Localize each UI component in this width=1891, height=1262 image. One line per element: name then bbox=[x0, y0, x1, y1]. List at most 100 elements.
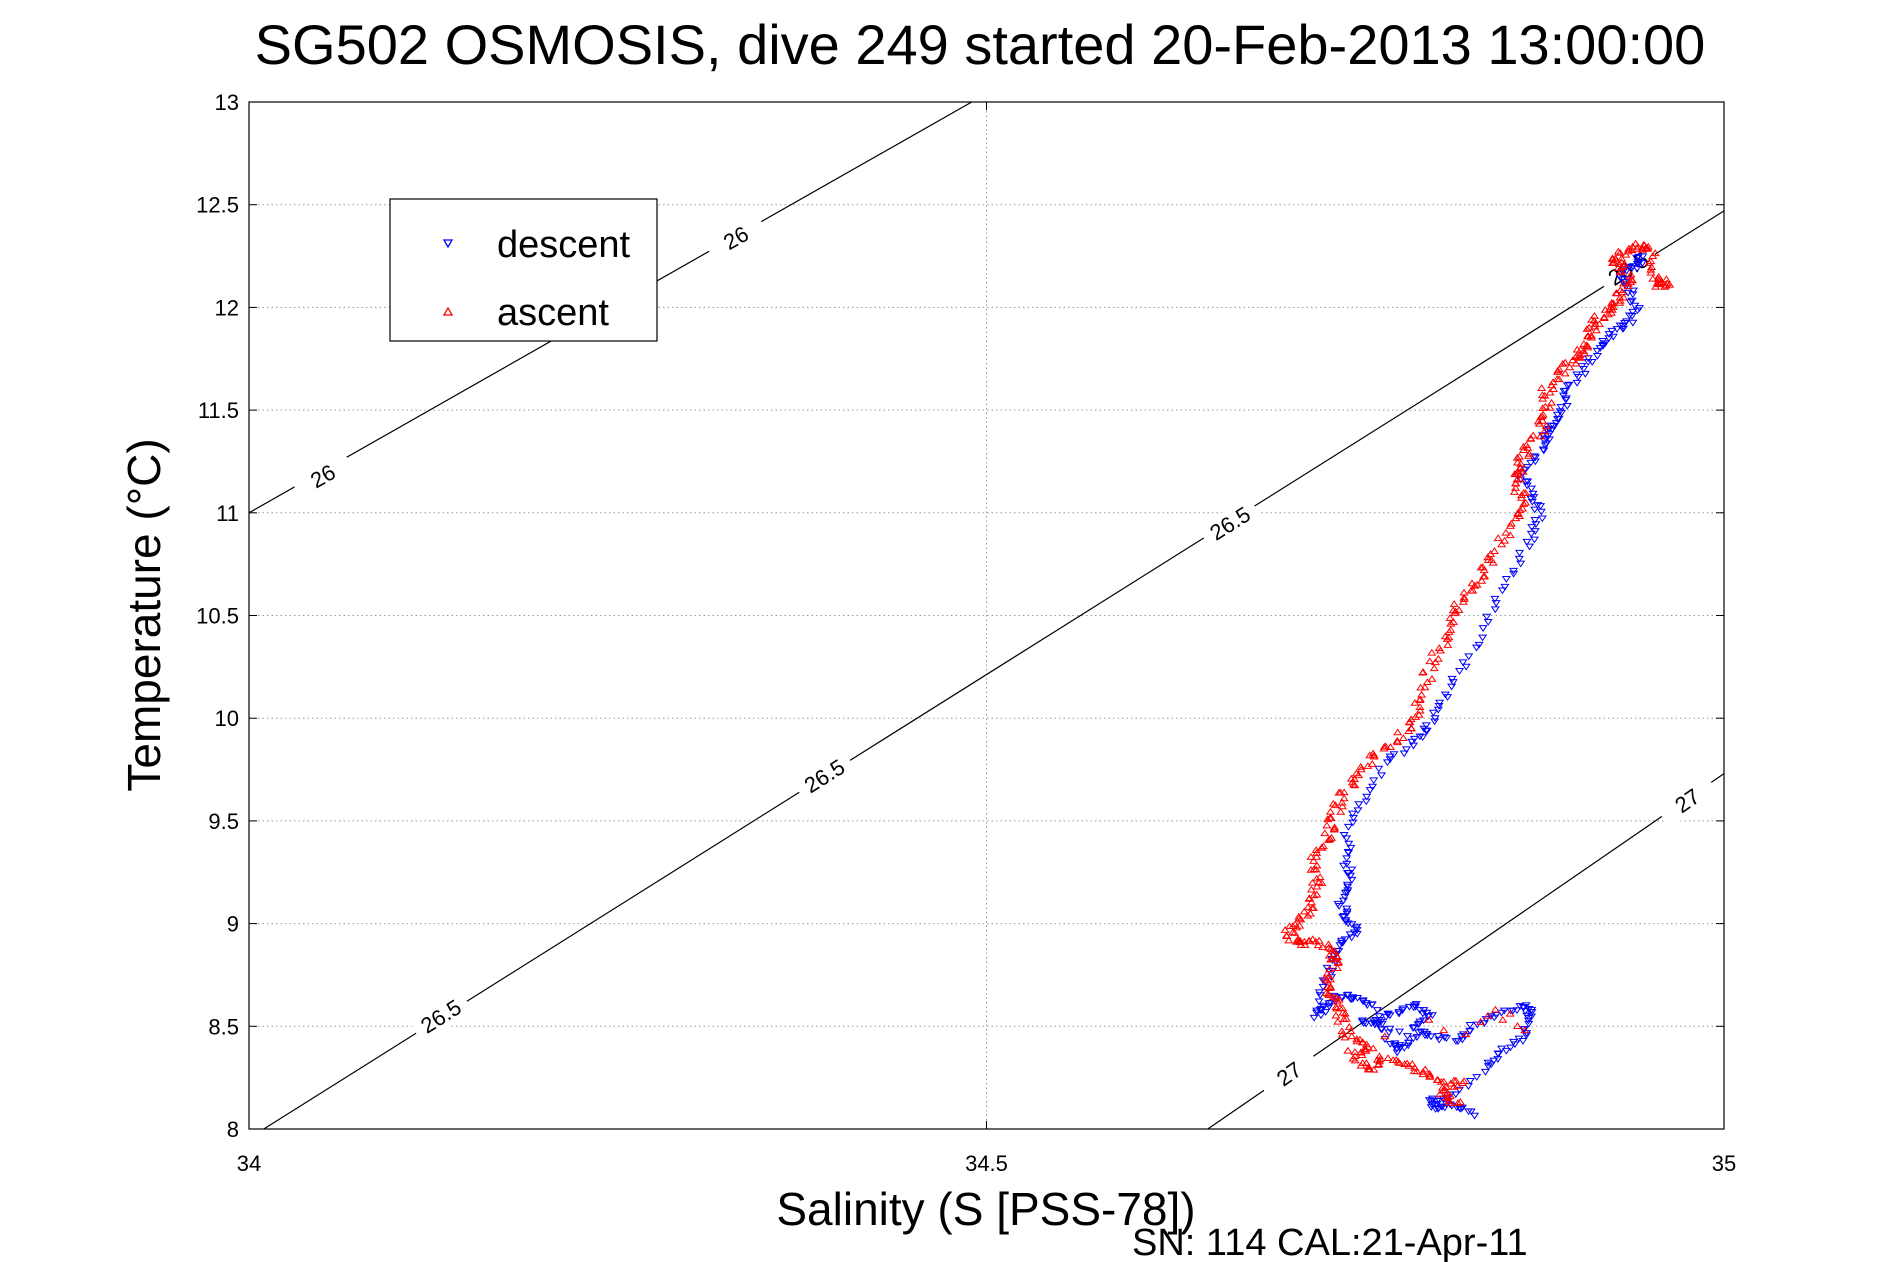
ascent-point bbox=[1560, 358, 1570, 366]
descent-point bbox=[1385, 1012, 1395, 1020]
descent-point bbox=[1344, 870, 1354, 877]
descent-point bbox=[1499, 1007, 1509, 1015]
descent-point bbox=[1316, 1012, 1326, 1020]
descent-point bbox=[1489, 1014, 1499, 1022]
ascent-point bbox=[1312, 852, 1322, 860]
y-tick-label: 12 bbox=[215, 295, 239, 320]
ascent-point bbox=[1303, 911, 1313, 919]
ascent-point bbox=[1326, 975, 1336, 983]
ascent-point bbox=[1524, 449, 1534, 457]
ascent-point bbox=[1454, 606, 1464, 613]
ascent-point bbox=[1449, 600, 1459, 607]
descent-point bbox=[1561, 395, 1571, 403]
descent-point bbox=[1433, 1033, 1443, 1040]
ascent-point bbox=[1511, 484, 1521, 491]
descent-point bbox=[1384, 1029, 1394, 1037]
descent-point bbox=[1415, 733, 1425, 741]
ascent-point bbox=[1420, 1065, 1430, 1073]
y-tick-label: 8 bbox=[227, 1117, 239, 1142]
ascent-point bbox=[1339, 788, 1349, 796]
descent-point bbox=[1508, 567, 1519, 575]
descent-point bbox=[1530, 517, 1540, 524]
descent-point bbox=[1604, 331, 1614, 338]
ascent-point bbox=[1608, 303, 1618, 311]
contour-label-bg bbox=[791, 748, 857, 803]
descent-point bbox=[1434, 702, 1444, 710]
descent-point bbox=[1389, 1042, 1400, 1050]
descent-point bbox=[1371, 1016, 1381, 1024]
ascent-point bbox=[1450, 607, 1460, 615]
ascent-point bbox=[1393, 728, 1403, 736]
ascent-point bbox=[1459, 1077, 1469, 1085]
descent-point bbox=[1452, 1104, 1462, 1112]
descent-point bbox=[1526, 459, 1536, 467]
contour-label-bg bbox=[1655, 772, 1720, 829]
ascent-point bbox=[1306, 898, 1317, 906]
ascent-point bbox=[1518, 442, 1529, 450]
ascent-point bbox=[1554, 365, 1564, 373]
ascent-point bbox=[1394, 1059, 1405, 1066]
descent-point bbox=[1620, 319, 1630, 327]
ascent-point bbox=[1665, 280, 1675, 288]
descent-point bbox=[1427, 1098, 1437, 1106]
ascent-point bbox=[1294, 914, 1304, 922]
descent-point bbox=[1373, 1020, 1384, 1028]
y-tick-label: 9.5 bbox=[208, 809, 239, 834]
ascent-point bbox=[1653, 278, 1663, 286]
descent-point bbox=[1435, 699, 1445, 707]
descent-point bbox=[1404, 1003, 1414, 1011]
ascent-point bbox=[1619, 279, 1629, 287]
descent-point bbox=[1527, 1009, 1537, 1016]
descent-point bbox=[1580, 370, 1590, 378]
ascent-point bbox=[1476, 1018, 1486, 1025]
ascent-point bbox=[1646, 265, 1656, 273]
ascent-point bbox=[1306, 865, 1316, 873]
ascent-point bbox=[1430, 658, 1440, 666]
ascent-point bbox=[1338, 1008, 1348, 1016]
descent-point bbox=[1608, 333, 1618, 341]
ascent-point bbox=[1324, 951, 1334, 959]
ascent-point bbox=[1449, 1076, 1459, 1084]
descent-point bbox=[1349, 929, 1359, 937]
ascent-point bbox=[1363, 1042, 1373, 1050]
descent-point bbox=[1592, 347, 1602, 355]
descent-point bbox=[1408, 1035, 1418, 1043]
descent-point bbox=[1381, 1014, 1391, 1021]
ascent-point bbox=[1490, 1005, 1500, 1013]
ascent-point bbox=[1584, 323, 1594, 331]
descent-point bbox=[1376, 772, 1387, 780]
ascent-point bbox=[1489, 547, 1499, 554]
ascent-point bbox=[1468, 586, 1478, 594]
ascent-point bbox=[1333, 959, 1343, 966]
descent-point bbox=[1430, 718, 1440, 726]
descent-point bbox=[1337, 937, 1347, 945]
descent-point bbox=[1501, 576, 1511, 583]
y-tick-label: 9 bbox=[227, 912, 239, 937]
descent-point bbox=[1447, 683, 1457, 691]
ascent-point bbox=[1442, 1093, 1452, 1101]
descent-point bbox=[1314, 989, 1324, 997]
ascent-point bbox=[1501, 528, 1511, 536]
descent-point bbox=[1464, 653, 1474, 661]
descent-point bbox=[1506, 1007, 1516, 1015]
descent-point bbox=[1595, 345, 1605, 352]
ascent-point bbox=[1500, 536, 1510, 544]
ascent-point bbox=[1615, 298, 1625, 306]
descent-point bbox=[1530, 506, 1540, 514]
descent-point bbox=[1340, 936, 1350, 944]
ascent-point bbox=[1591, 326, 1601, 334]
descent-point bbox=[1607, 327, 1617, 335]
ascent-point bbox=[1516, 459, 1526, 467]
ascent-point bbox=[1440, 632, 1450, 640]
descent-point bbox=[1478, 625, 1488, 632]
descent-point bbox=[1361, 1000, 1371, 1007]
ascent-point bbox=[1309, 891, 1319, 899]
contour-line-26.5 bbox=[263, 210, 1725, 1130]
descent-point bbox=[1633, 253, 1644, 261]
ascent-point bbox=[1400, 1060, 1410, 1067]
descent-point bbox=[1480, 1068, 1490, 1076]
ascent-point bbox=[1415, 703, 1425, 710]
ascent-point bbox=[1662, 279, 1672, 287]
descent-point bbox=[1347, 921, 1357, 929]
descent-point bbox=[1463, 1083, 1473, 1090]
